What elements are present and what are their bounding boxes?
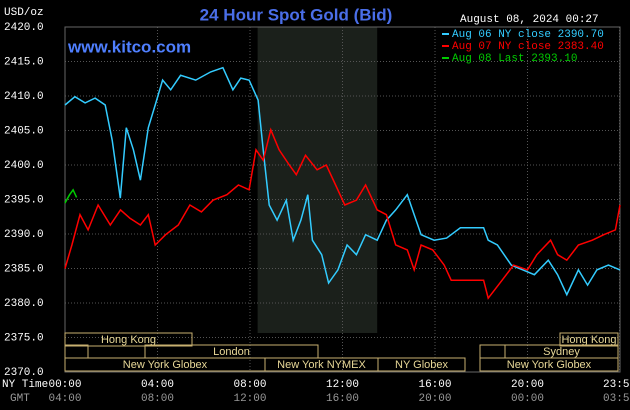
legend-label: Aug 06 NY close 2390.70	[452, 29, 604, 41]
y-tick-label: 2385.0	[4, 263, 44, 275]
x-axis-label: NY Time	[2, 379, 48, 391]
x2-tick-label: 04:00	[48, 393, 81, 405]
session-label: Hong Kong	[561, 334, 616, 346]
price-line	[64, 127, 621, 300]
session-box	[479, 357, 619, 372]
session-label: New York Globex	[123, 359, 208, 371]
x2-tick-label: 03:59	[603, 393, 630, 405]
y-tick-label: 2370.0	[4, 367, 44, 379]
y-tick-label: 2405.0	[4, 125, 44, 137]
y-tick-label: 2395.0	[4, 194, 44, 206]
x-tick-label: 08:00	[233, 379, 266, 391]
session-bars: Hong Kong London New York Globex New York N…	[64, 332, 619, 372]
price-line	[64, 188, 78, 204]
x-tick-label: 12:00	[326, 379, 359, 391]
session-label: Sydney	[543, 346, 580, 358]
session-box	[64, 332, 193, 347]
session-box	[377, 357, 466, 372]
session-label: New York NYMEX	[277, 359, 366, 371]
legend-label: Aug 07 NY close 2383.40	[452, 41, 604, 53]
date-label: August 08, 2024 00:27	[460, 14, 599, 26]
session-label: Hong Kong	[101, 334, 156, 346]
price-line	[64, 66, 621, 297]
x2-tick-label: 16:00	[326, 393, 359, 405]
shade-layer	[257, 27, 378, 333]
y-tick-label: 2380.0	[4, 298, 44, 310]
chart-title: 24 Hour Spot Gold (Bid)	[200, 5, 393, 24]
ny-session-shade	[257, 27, 378, 333]
session-box	[559, 332, 619, 347]
y-tick-label: 2390.0	[4, 229, 44, 241]
y-tick-label: 2400.0	[4, 160, 44, 172]
y-tick-label: 2410.0	[4, 91, 44, 103]
x2-axis-label: GMT	[10, 393, 30, 405]
y-tick-label: 2375.0	[4, 332, 44, 344]
x-tick-label: 20:00	[511, 379, 544, 391]
x2-tick-label: 00:00	[511, 393, 544, 405]
session-label: London	[213, 346, 250, 358]
legend-label: Aug 08 Last 2393.10	[452, 53, 577, 65]
session-label: New York Globex	[507, 359, 592, 371]
x-tick-label: 04:00	[141, 379, 174, 391]
x2-tick-label: 08:00	[141, 393, 174, 405]
unit-label: USD/oz	[4, 7, 44, 19]
plot-frame	[64, 26, 621, 373]
y-tick-label: 2415.0	[4, 56, 44, 68]
x-tick-label: 00:00	[48, 379, 81, 391]
x2-tick-label: 20:00	[418, 393, 451, 405]
y-tick-label: 2420.0	[4, 22, 44, 34]
site-label: www.kitco.com	[67, 37, 191, 56]
x2-tick-label: 12:00	[233, 393, 266, 405]
session-label: NY Globex	[395, 359, 448, 371]
x-tick-label: 16:00	[418, 379, 451, 391]
x-tick-label: 23:59	[603, 379, 630, 391]
